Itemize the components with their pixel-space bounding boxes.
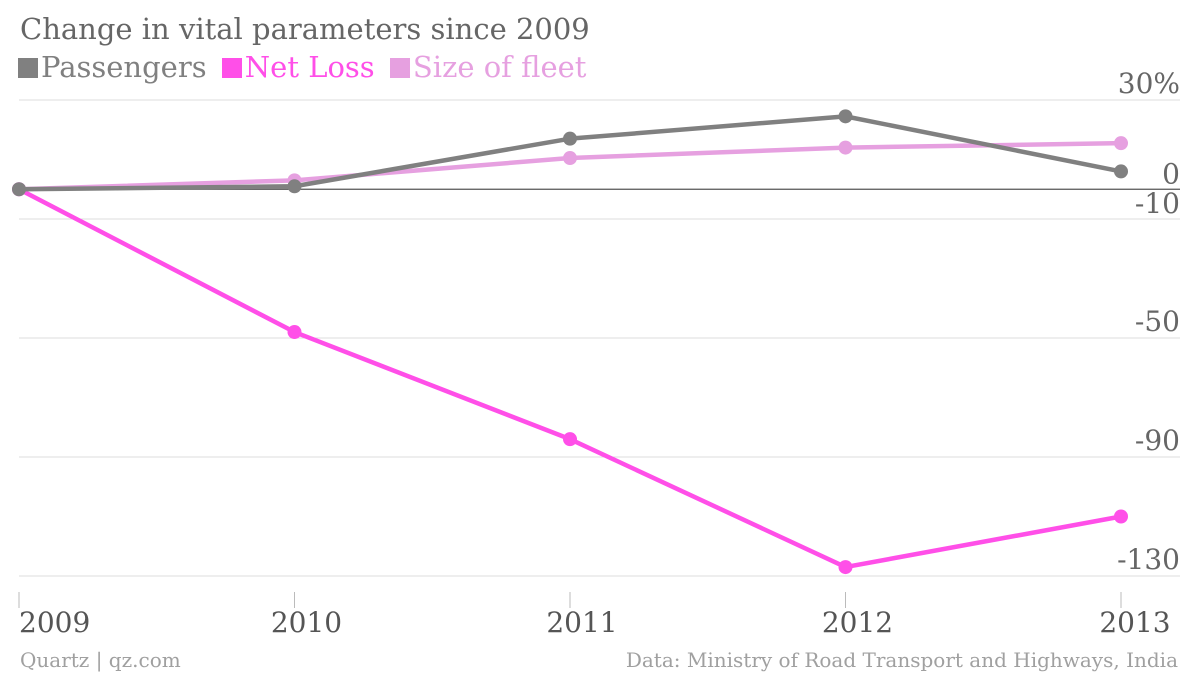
point-net-loss-2013 bbox=[1114, 509, 1128, 524]
point-net-loss-2010 bbox=[287, 325, 302, 340]
legend-label-passengers: Passengers bbox=[41, 50, 207, 84]
y-tick-label-0: 0 bbox=[1162, 157, 1180, 190]
point-net-loss-2012 bbox=[838, 560, 853, 575]
credit-text: Quartz | qz.com bbox=[20, 648, 181, 672]
source-text: Data: Ministry of Road Transport and Hig… bbox=[625, 648, 1178, 672]
point-passengers-2012 bbox=[838, 109, 853, 124]
legend: Passengers Net Loss Size of fleet bbox=[18, 50, 592, 84]
series-line-size-of-fleet bbox=[16, 140, 1124, 192]
legend-label-net-loss: Net Loss bbox=[244, 50, 375, 84]
legend-item-passengers: Passengers bbox=[18, 50, 207, 84]
point-size-of-fleet-2011 bbox=[563, 151, 577, 166]
y-tick-label-130: -130 bbox=[1117, 543, 1180, 576]
point-size-of-fleet-2012 bbox=[838, 140, 853, 155]
y-tick-label-50: -50 bbox=[1135, 305, 1180, 338]
legend-label-size-of-fleet: Size of fleet bbox=[412, 50, 587, 84]
y-tick-label-30: 30% bbox=[1118, 67, 1180, 100]
x-tick-label-2010: 2010 bbox=[271, 606, 342, 639]
chart-title: Change in vital parameters since 2009 bbox=[20, 12, 590, 46]
series-line-net-loss bbox=[16, 187, 1124, 570]
point-size-of-fleet-2013 bbox=[1114, 136, 1128, 151]
x-tick-label-2011: 2011 bbox=[546, 606, 617, 639]
y-tick-label-10: -10 bbox=[1135, 187, 1180, 220]
x-tick-label-2012: 2012 bbox=[822, 606, 893, 639]
point-passengers-2010 bbox=[287, 179, 302, 194]
y-tick-label-90: -90 bbox=[1135, 424, 1180, 457]
legend-swatch-net-loss bbox=[221, 58, 242, 78]
point-passengers-2011 bbox=[563, 131, 577, 146]
legend-item-net-loss: Net Loss bbox=[221, 50, 375, 84]
point-net-loss-2011 bbox=[563, 432, 577, 447]
point-passengers-2009 bbox=[12, 182, 26, 197]
legend-item-size-of-fleet: Size of fleet bbox=[389, 50, 587, 84]
point-passengers-2013 bbox=[1114, 164, 1128, 179]
x-tick-label-2013: 2013 bbox=[1099, 606, 1170, 639]
legend-swatch-size-of-fleet bbox=[389, 58, 410, 78]
legend-swatch-passengers bbox=[18, 58, 38, 78]
x-tick-label-2009: 2009 bbox=[19, 606, 90, 639]
